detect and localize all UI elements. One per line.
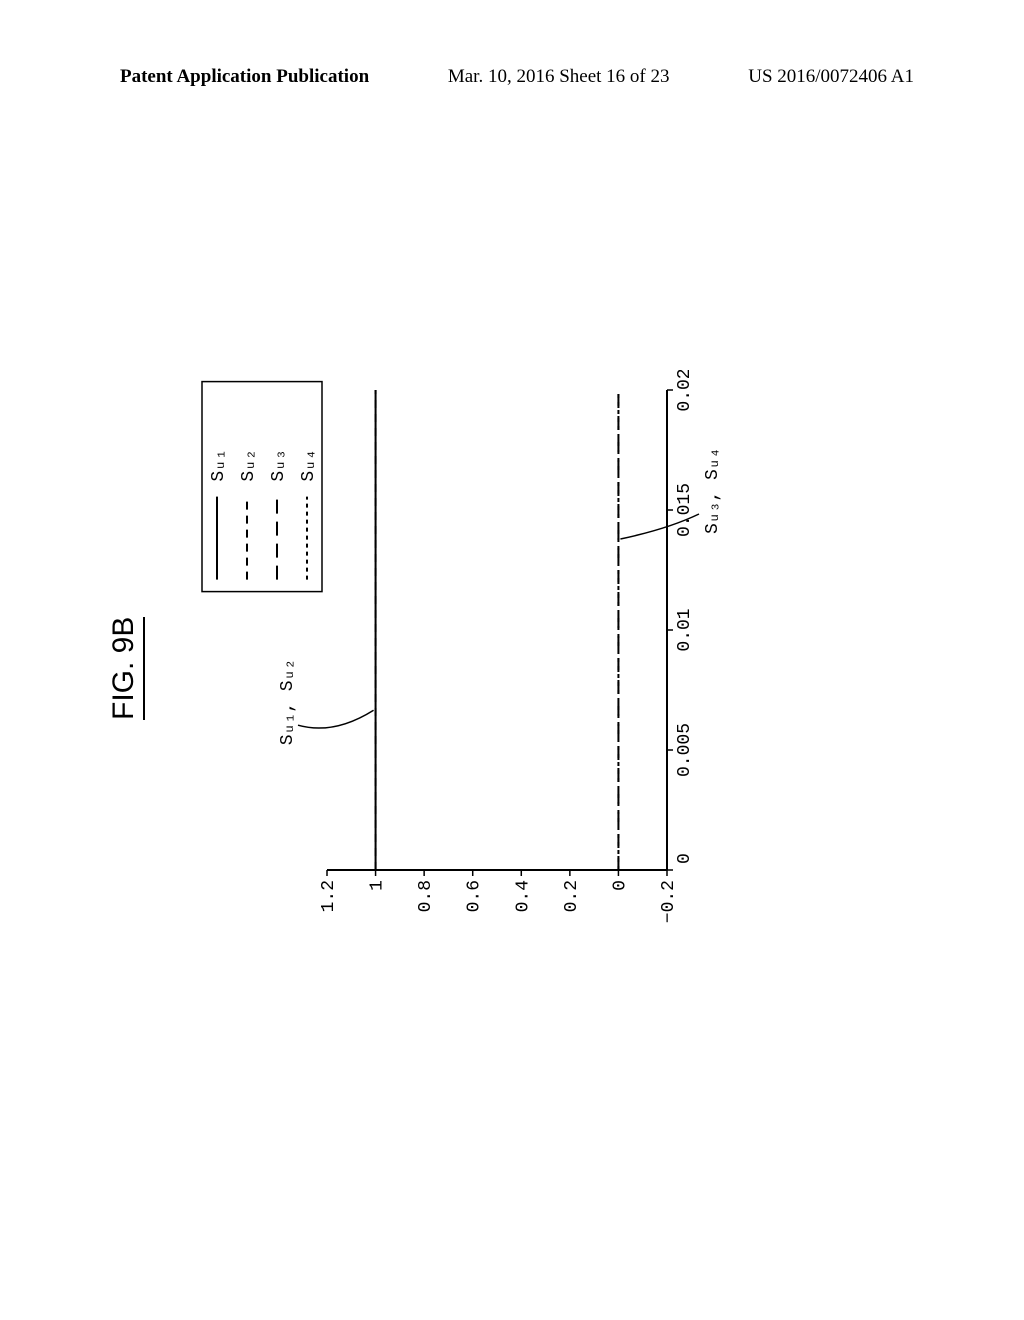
svg-text:0.005: 0.005 bbox=[675, 723, 695, 777]
svg-text:0.8: 0.8 bbox=[416, 880, 436, 912]
svg-text:Sᵤ₁: Sᵤ₁ bbox=[209, 449, 229, 481]
svg-text:−0.2: −0.2 bbox=[659, 880, 679, 923]
svg-text:0.01: 0.01 bbox=[675, 608, 695, 651]
page-header: Patent Application Publication Mar. 10, … bbox=[0, 66, 1024, 88]
figure-label: FIG. 9B bbox=[107, 617, 145, 720]
svg-text:0: 0 bbox=[610, 880, 630, 891]
signal-chart: −0.2 0 0.2 0.4 0.6 0.8 1 1.2 0 0.005 0.01 0.015 0.02… bbox=[187, 370, 777, 950]
svg-text:0.4: 0.4 bbox=[513, 880, 533, 912]
svg-text:Sᵤ₃: Sᵤ₃ bbox=[269, 449, 289, 481]
svg-text:Sᵤ₂: Sᵤ₂ bbox=[239, 449, 259, 481]
svg-text:Sᵤ₄: Sᵤ₄ bbox=[299, 449, 319, 481]
svg-text:Sᵤ₃, Sᵤ₄: Sᵤ₃, Sᵤ₄ bbox=[703, 448, 723, 534]
svg-text:0.2: 0.2 bbox=[562, 880, 582, 912]
svg-text:0.6: 0.6 bbox=[465, 880, 485, 912]
header-left: Patent Application Publication bbox=[120, 66, 369, 88]
svg-text:1: 1 bbox=[368, 880, 388, 891]
header-right: US 2016/0072406 A1 bbox=[748, 66, 914, 88]
figure-container: FIG. 9B −0.200.20.40.60.811.200.0050.010… bbox=[187, 370, 837, 950]
header-mid: Mar. 10, 2016 Sheet 16 of 23 bbox=[448, 66, 670, 88]
svg-text:1.2: 1.2 bbox=[319, 880, 339, 912]
svg-text:0.02: 0.02 bbox=[675, 370, 695, 412]
svg-text:Sᵤ₁, Sᵤ₂: Sᵤ₁, Sᵤ₂ bbox=[278, 659, 298, 745]
svg-text:0: 0 bbox=[675, 853, 695, 864]
svg-text:0.015: 0.015 bbox=[675, 483, 695, 537]
